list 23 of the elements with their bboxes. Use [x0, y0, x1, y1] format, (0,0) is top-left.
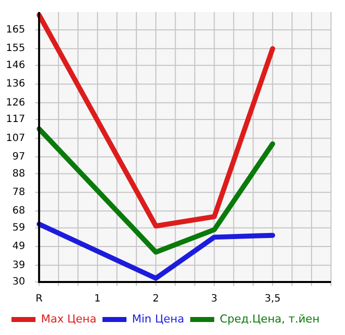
y-tick-label: 146 [6, 60, 26, 71]
y-tick-label: 78 [12, 186, 26, 198]
x-tick-label: 3 [211, 294, 218, 305]
y-tick-label: 165 [6, 24, 26, 36]
x-tick-label: 1 [94, 294, 101, 305]
y-tick-label: 126 [6, 97, 26, 108]
y-tick-label: 88 [12, 168, 26, 180]
y-tick-label: 30 [12, 276, 26, 288]
y-tick-label: 117 [6, 114, 26, 126]
y-tick-label: 68 [12, 206, 26, 217]
y-tick-label: 39 [12, 260, 26, 271]
x-tick-label: 3,5 [264, 294, 281, 305]
x-tick-label: R [36, 294, 43, 305]
y-tick-label: 136 [6, 78, 26, 90]
y-tick-label: 59 [12, 222, 26, 234]
legend-label: Max Цена [40, 312, 96, 326]
y-tick-label: 155 [6, 43, 26, 54]
y-tick-label: 97 [12, 151, 26, 162]
legend-label: Min Цена [132, 312, 184, 326]
legend-label: Сред.Цена, т.йен [220, 312, 320, 326]
y-tick-label: 107 [6, 132, 26, 144]
y-tick-label: 49 [12, 241, 26, 252]
x-tick-label: 2 [152, 294, 160, 305]
